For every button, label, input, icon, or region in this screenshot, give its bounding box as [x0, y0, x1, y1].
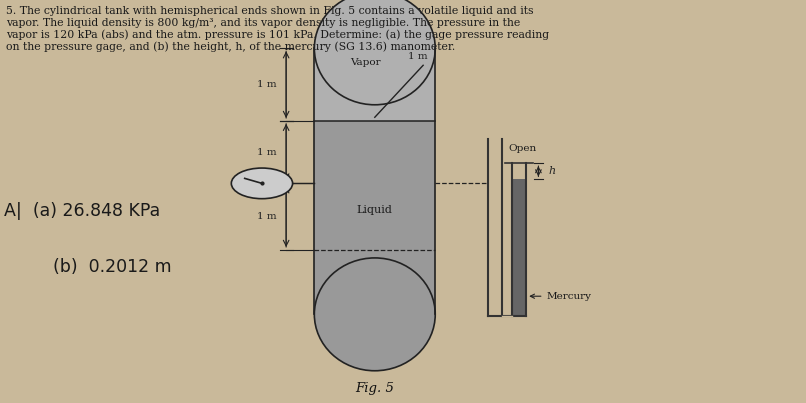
- Text: Liquid: Liquid: [357, 205, 393, 214]
- Text: Open: Open: [508, 144, 537, 153]
- Text: Mercury: Mercury: [530, 292, 592, 301]
- Polygon shape: [512, 179, 526, 316]
- Text: 5. The cylindrical tank with hemispherical ends shown in Fig. 5 contains a volat: 5. The cylindrical tank with hemispheric…: [6, 6, 550, 52]
- Circle shape: [231, 168, 293, 199]
- Text: A|  (a) 26.848 KPa: A| (a) 26.848 KPa: [4, 202, 160, 220]
- Text: 1 m: 1 m: [257, 212, 276, 221]
- Text: h: h: [548, 166, 555, 176]
- Text: 1 m: 1 m: [257, 147, 276, 157]
- Text: (b)  0.2012 m: (b) 0.2012 m: [31, 258, 171, 276]
- Text: 1 m: 1 m: [257, 80, 276, 89]
- Polygon shape: [314, 48, 435, 121]
- Ellipse shape: [314, 0, 435, 105]
- Text: 1 m: 1 m: [408, 52, 428, 61]
- Ellipse shape: [314, 258, 435, 371]
- Polygon shape: [314, 121, 435, 314]
- Text: Vapor: Vapor: [351, 58, 381, 67]
- Text: Fig. 5: Fig. 5: [355, 382, 394, 395]
